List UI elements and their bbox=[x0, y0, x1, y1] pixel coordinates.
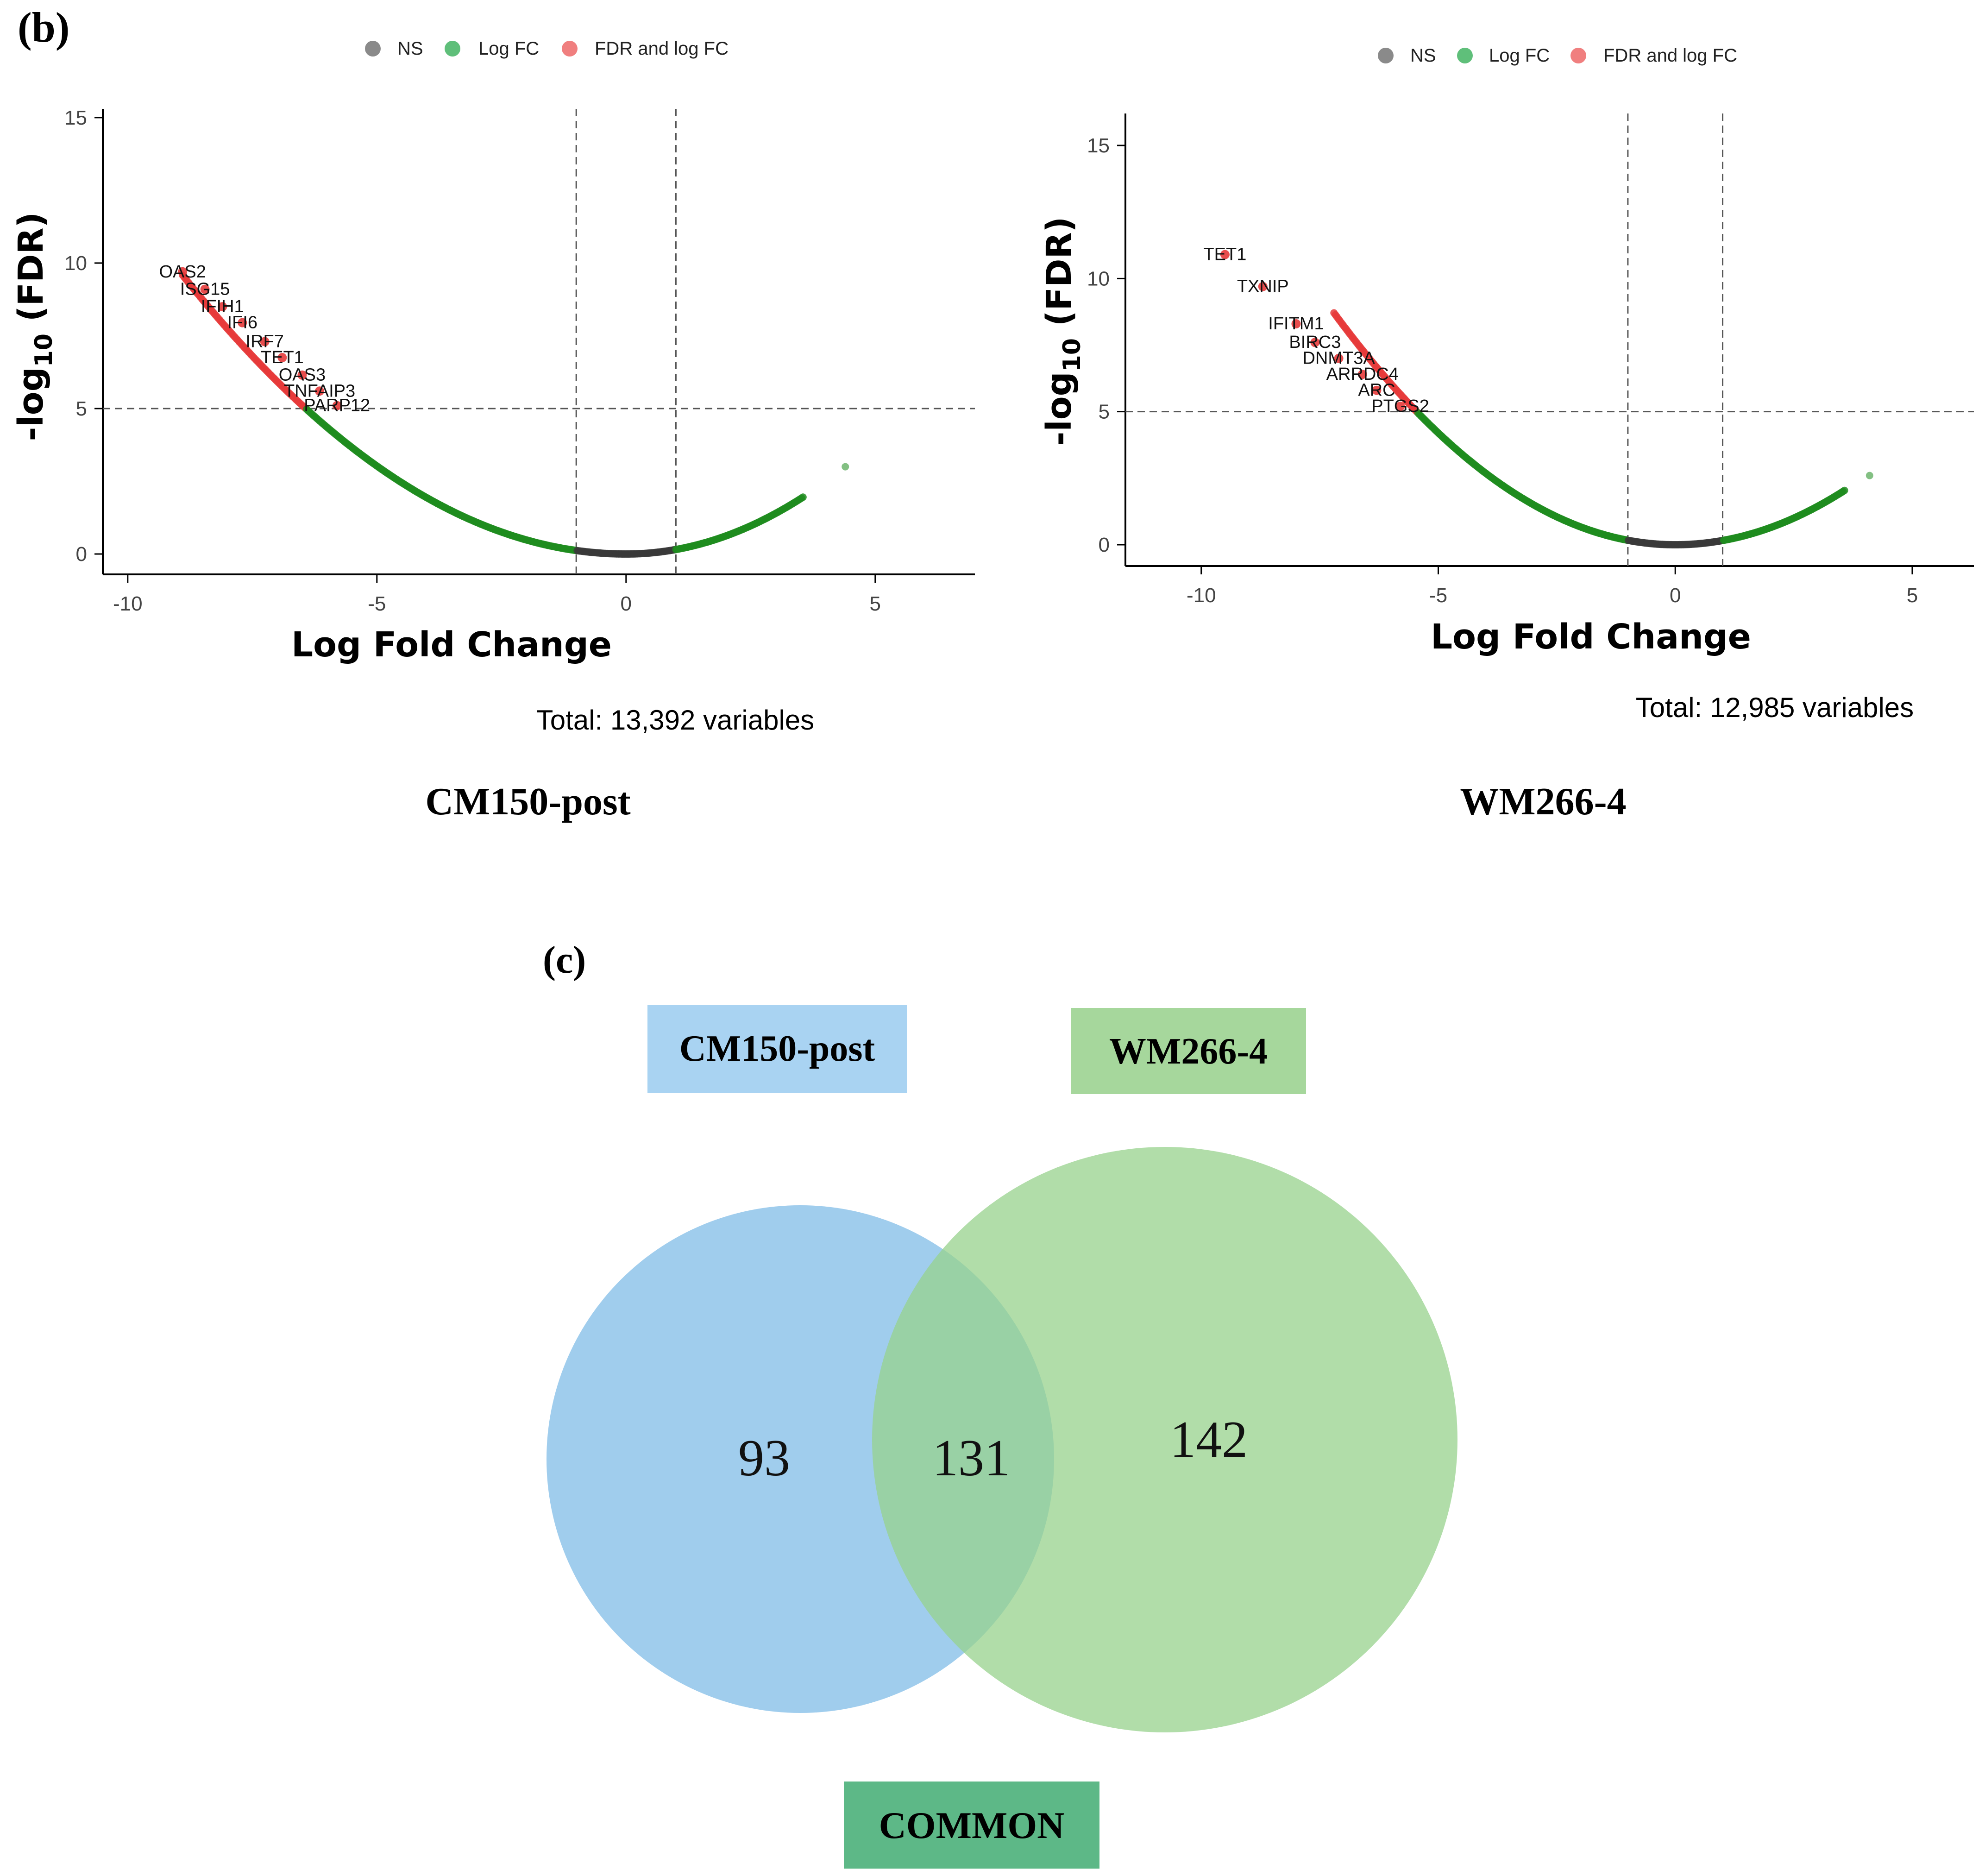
panel-b-label: (b) bbox=[18, 4, 69, 51]
labeled-point bbox=[1258, 282, 1268, 291]
x-tick-label: -5 bbox=[1429, 584, 1447, 607]
gene-label: TNFAIP3 bbox=[284, 381, 355, 401]
labeled-point bbox=[1357, 370, 1367, 379]
gene-label: ARC bbox=[1358, 381, 1395, 400]
labeled-point bbox=[1310, 338, 1320, 347]
legend-right: NS Log FC FDR and log FC bbox=[1378, 45, 1737, 66]
labeled-point bbox=[1291, 319, 1301, 329]
legend-logfc-marker bbox=[1457, 48, 1473, 63]
x-axis-title: Log Fold Change bbox=[1431, 617, 1751, 657]
labeled-point bbox=[332, 401, 342, 410]
x-tick-label: -10 bbox=[1187, 584, 1216, 607]
common-label: COMMON bbox=[879, 1804, 1065, 1846]
labeled-point bbox=[1220, 250, 1230, 259]
legend-ns-label: NS bbox=[397, 38, 423, 59]
total-variables-caption: Total: 12,985 variables bbox=[1636, 692, 1914, 723]
legend-ns-marker bbox=[1378, 48, 1394, 63]
panel-title: WM266-4 bbox=[1460, 780, 1626, 823]
set-label-box-left bbox=[647, 1005, 907, 1093]
y-axis-title: -log10 (FDR) bbox=[11, 212, 58, 441]
legend-fdr-marker bbox=[1570, 48, 1586, 63]
legend-fdr-label: FDR and log FC bbox=[595, 38, 729, 59]
labeled-point bbox=[1372, 385, 1382, 395]
panel-title: CM150-post bbox=[425, 780, 630, 823]
gene-label: OAS2 bbox=[159, 262, 206, 282]
gene-label: ISG15 bbox=[180, 279, 230, 299]
y-tick-label: 0 bbox=[76, 543, 87, 566]
y-tick-label: 5 bbox=[76, 397, 87, 420]
x-tick-label: 5 bbox=[1907, 584, 1918, 607]
legend-logfc-label: Log FC bbox=[478, 38, 539, 59]
panel-c-label: (c) bbox=[543, 938, 586, 982]
x-tick-label: -5 bbox=[368, 592, 386, 615]
count-intersection: 131 bbox=[932, 1429, 1010, 1487]
legend-fdr-label: FDR and log FC bbox=[1603, 45, 1737, 66]
x-tick-label: 5 bbox=[870, 592, 881, 615]
y-tick-label: 10 bbox=[64, 252, 87, 275]
gene-label: OAS3 bbox=[279, 365, 326, 385]
count-right-only: 142 bbox=[1170, 1411, 1248, 1468]
legend-logfc-marker bbox=[445, 41, 460, 57]
legend-ns-label: NS bbox=[1410, 45, 1436, 66]
y-tick-label: 0 bbox=[1099, 534, 1110, 556]
gene-label: DNMT3A bbox=[1302, 349, 1375, 368]
y-tick-label: 10 bbox=[1087, 267, 1110, 290]
x-tick-label: 0 bbox=[621, 592, 632, 615]
gene-label: IFI6 bbox=[227, 313, 258, 333]
y-tick-label: 15 bbox=[1087, 134, 1110, 157]
gene-label: IRF7 bbox=[246, 332, 284, 352]
gene-label: IFITM1 bbox=[1268, 314, 1324, 334]
x-axis-title: Log Fold Change bbox=[291, 625, 612, 665]
venn-diagram: (c) CM150-post WM266-4 93 131 142 COMMON bbox=[543, 938, 1457, 1869]
gene-label: PTGS2 bbox=[1371, 397, 1429, 416]
labeled-point bbox=[178, 267, 188, 277]
x-tick-label: -10 bbox=[113, 592, 143, 615]
volcano-plot-right: NS Log FC FDR and log FC -10 -5 0 5 0 5 10 15 T… bbox=[1039, 45, 1974, 823]
set-label-left: CM150-post bbox=[679, 1028, 875, 1069]
gene-label: BIRC3 bbox=[1289, 333, 1341, 352]
gene-label: TXNIP bbox=[1237, 277, 1289, 296]
gene-label: TET1 bbox=[261, 348, 304, 367]
labeled-point bbox=[1395, 402, 1405, 411]
labeled-point bbox=[260, 337, 270, 346]
labeled-point bbox=[218, 302, 227, 312]
legend-logfc-label: Log FC bbox=[1489, 45, 1550, 66]
gene-label: IFIH1 bbox=[201, 297, 244, 316]
gene-label: PARP12 bbox=[304, 396, 370, 415]
count-left-only: 93 bbox=[738, 1429, 790, 1487]
labeled-point bbox=[238, 318, 247, 327]
labeled-point bbox=[200, 284, 210, 294]
legend-ns-marker bbox=[365, 41, 381, 57]
common-label-box bbox=[844, 1782, 1099, 1869]
total-variables-caption: Total: 13,392 variables bbox=[536, 705, 814, 736]
gene-label: ARRDC4 bbox=[1326, 365, 1399, 384]
volcano-plot-left: NS Log FC FDR and log FC -10 -5 0 5 0 5 10 15 O… bbox=[11, 38, 975, 823]
x-tick-label: 0 bbox=[1670, 584, 1681, 607]
labeled-point bbox=[1334, 353, 1344, 363]
y-tick-label: 15 bbox=[64, 107, 87, 129]
y-axis-title: -log10 (FDR) bbox=[1039, 217, 1086, 446]
legend-fdr-marker bbox=[562, 41, 578, 57]
set-label-right: WM266-4 bbox=[1109, 1031, 1268, 1072]
labeled-point bbox=[277, 353, 287, 363]
set-label-box-right bbox=[1071, 1008, 1306, 1094]
legend-left: NS Log FC FDR and log FC bbox=[365, 38, 729, 59]
gene-label: TET1 bbox=[1203, 245, 1246, 264]
venn-circle-right bbox=[872, 1147, 1457, 1732]
data-point bbox=[799, 493, 807, 501]
y-tick-label: 5 bbox=[1099, 401, 1110, 423]
labeled-point bbox=[297, 370, 307, 380]
data-point bbox=[1841, 486, 1848, 494]
data-point bbox=[1866, 472, 1873, 479]
labeled-point bbox=[315, 386, 325, 396]
data-point bbox=[842, 463, 849, 471]
